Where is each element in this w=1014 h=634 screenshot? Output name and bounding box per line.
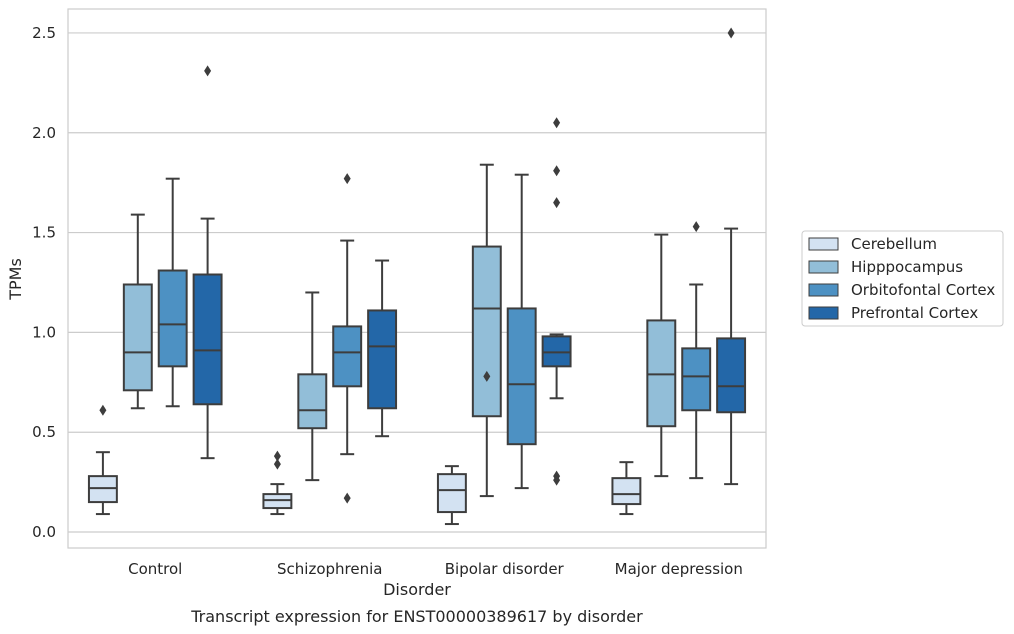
legend-label: Prefrontal Cortex xyxy=(851,304,978,322)
legend-frame xyxy=(801,230,1004,327)
box-0-1 xyxy=(122,213,153,410)
legend-swatch xyxy=(808,237,839,251)
box-body xyxy=(681,347,712,412)
box-1-0 xyxy=(262,450,293,516)
legend-items: Cerebellum Hipppocampus Orbitofontal Corte… xyxy=(808,235,995,322)
y-tick-label: 1.5 xyxy=(32,224,56,242)
legend-swatch xyxy=(808,260,839,274)
box-0-2 xyxy=(157,177,188,408)
box-3-2 xyxy=(681,221,712,480)
outlier-point xyxy=(692,221,700,233)
outlier-point xyxy=(727,27,735,39)
box-body xyxy=(122,283,153,392)
legend: Cerebellum Hipppocampus Orbitofontal Corte… xyxy=(801,230,1004,327)
y-axis-label: TPMs xyxy=(6,258,25,301)
y-tick-label: 0.0 xyxy=(32,523,56,541)
x-tick-label: Control xyxy=(128,560,182,578)
box-2-2 xyxy=(506,173,537,490)
box-body xyxy=(157,269,188,368)
x-tick-label: Schizophrenia xyxy=(277,560,382,578)
outlier-point xyxy=(553,474,561,486)
box-0-0 xyxy=(87,404,118,516)
box-1-1 xyxy=(297,291,328,482)
y-tick-label: 1.0 xyxy=(32,323,56,341)
box-0-3 xyxy=(192,65,223,460)
y-tick-label: 0.5 xyxy=(32,423,56,441)
legend-label: Orbitofontal Cortex xyxy=(851,281,995,299)
box-body xyxy=(367,309,398,410)
box-1-3 xyxy=(367,259,398,438)
chart-caption: Transcript expression for ENST0000038961… xyxy=(190,607,643,626)
box-3-0 xyxy=(611,461,642,516)
box-3-3 xyxy=(716,27,747,486)
boxes xyxy=(87,27,747,526)
x-tick-labels: Control Schizophrenia Bipolar disorder Majo… xyxy=(128,560,743,578)
box-2-1 xyxy=(471,163,502,498)
box-1-2 xyxy=(332,173,363,504)
x-tick-label: Bipolar disorder xyxy=(445,560,565,578)
x-tick-label: Major depression xyxy=(615,560,743,578)
box-body xyxy=(471,245,502,418)
outlier-point xyxy=(99,404,107,416)
legend-swatch xyxy=(808,306,839,320)
box-body xyxy=(436,473,467,514)
box-2-0 xyxy=(436,465,467,526)
legend-swatch xyxy=(808,283,839,297)
outlier-point xyxy=(483,370,491,382)
box-body xyxy=(716,337,747,414)
y-tick-labels: 0.0 0.5 1.0 1.5 2.0 2.5 xyxy=(32,24,56,541)
box-3-1 xyxy=(646,233,677,478)
outlier-point xyxy=(343,173,351,185)
legend-label: Hipppocampus xyxy=(851,258,963,276)
outlier-point xyxy=(553,165,561,177)
x-axis-label: Disorder xyxy=(383,580,451,599)
outlier-point xyxy=(273,450,281,462)
outlier-point xyxy=(553,197,561,209)
y-tick-label: 2.5 xyxy=(32,24,56,42)
box-body xyxy=(297,373,328,430)
box-body xyxy=(192,273,223,406)
y-tick-label: 2.0 xyxy=(32,124,56,142)
box-2-3 xyxy=(541,117,572,486)
box-body xyxy=(611,477,642,506)
outlier-point xyxy=(204,65,212,77)
outlier-point xyxy=(273,458,281,470)
outlier-point xyxy=(343,492,351,504)
legend-label: Cerebellum xyxy=(851,235,937,253)
outlier-point xyxy=(553,117,561,129)
box-body xyxy=(332,325,363,388)
box-body xyxy=(506,307,537,446)
